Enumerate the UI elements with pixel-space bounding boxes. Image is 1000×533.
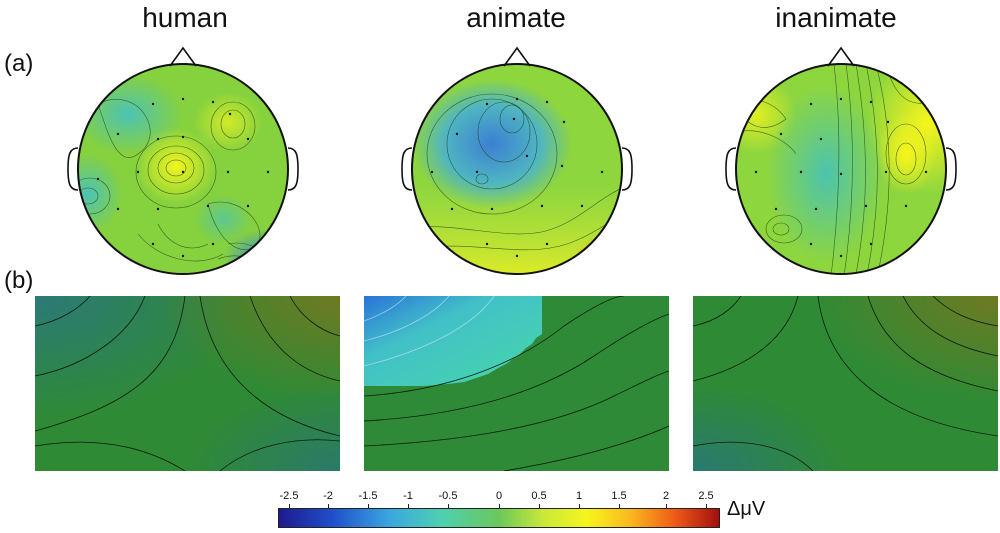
colorbar-tick: -2.5: [279, 490, 299, 502]
colorbar-tick: 0.5: [531, 490, 547, 502]
title-human: human: [142, 2, 228, 33]
colorbar-tick: 1: [575, 490, 583, 502]
title-animate: animate: [466, 2, 566, 33]
colorbar-tick: 0: [495, 490, 503, 502]
topomap-inanimate: [725, 46, 957, 275]
colorbar-tick: 1.5: [611, 490, 627, 502]
zoom-map-human: [35, 296, 340, 471]
colorbar-tick: -2: [323, 490, 333, 502]
colorbar: -2.5 -2 -1.5 -1 -0.5 0 0.5 1 1.5 2 2.5: [278, 488, 720, 530]
colorbar-unit: ΔμV: [727, 498, 766, 520]
title-inanimate: inanimate: [775, 2, 897, 33]
panel-label-a: (a): [4, 50, 34, 77]
colorbar-tick: -1: [403, 490, 413, 502]
panel-label-b: (b): [4, 267, 34, 294]
topomap-human: [67, 46, 299, 275]
topomap-animate: [401, 46, 633, 275]
colorbar-tick: -1.5: [358, 490, 378, 502]
colorbar-tick: -0.5: [438, 490, 458, 502]
colorbar-tick: 2: [662, 490, 670, 502]
colorbar-tick: 2.5: [698, 490, 714, 502]
zoom-map-animate: [364, 296, 669, 471]
colorbar-gradient: [278, 508, 720, 528]
zoom-map-inanimate: [693, 296, 998, 471]
